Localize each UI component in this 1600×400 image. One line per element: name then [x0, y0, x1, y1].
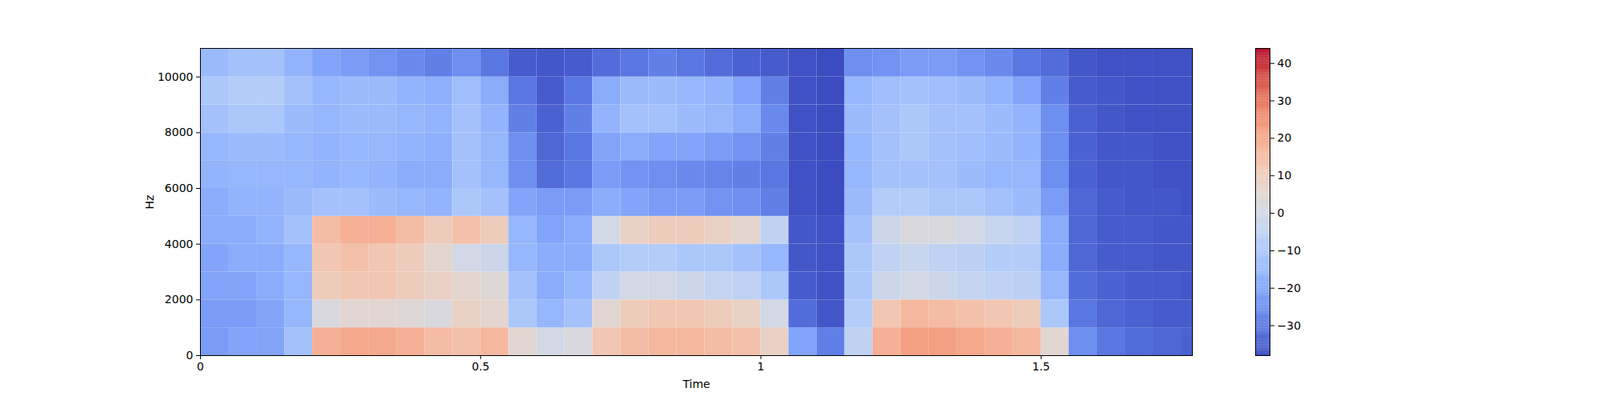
svg-text:4000: 4000 [164, 237, 194, 251]
svg-text:40: 40 [1277, 56, 1292, 70]
svg-text:8000: 8000 [164, 125, 194, 139]
svg-text:−10: −10 [1277, 244, 1302, 257]
svg-text:0.5: 0.5 [472, 360, 490, 373]
svg-text:Time: Time [681, 377, 710, 391]
svg-text:30: 30 [1277, 94, 1292, 108]
svg-text:0: 0 [1277, 206, 1285, 220]
svg-text:10: 10 [1277, 168, 1292, 182]
svg-text:6000: 6000 [164, 181, 194, 195]
svg-text:0: 0 [186, 348, 194, 362]
svg-text:2000: 2000 [164, 292, 194, 306]
svg-text:1: 1 [757, 360, 765, 373]
svg-text:−30: −30 [1277, 319, 1302, 332]
svg-text:1.5: 1.5 [1032, 360, 1050, 373]
svg-text:20: 20 [1277, 131, 1292, 144]
svg-text:0: 0 [196, 360, 204, 373]
svg-text:Hz: Hz [143, 195, 156, 210]
svg-text:10000: 10000 [157, 70, 194, 84]
svg-text:−20: −20 [1277, 281, 1302, 295]
